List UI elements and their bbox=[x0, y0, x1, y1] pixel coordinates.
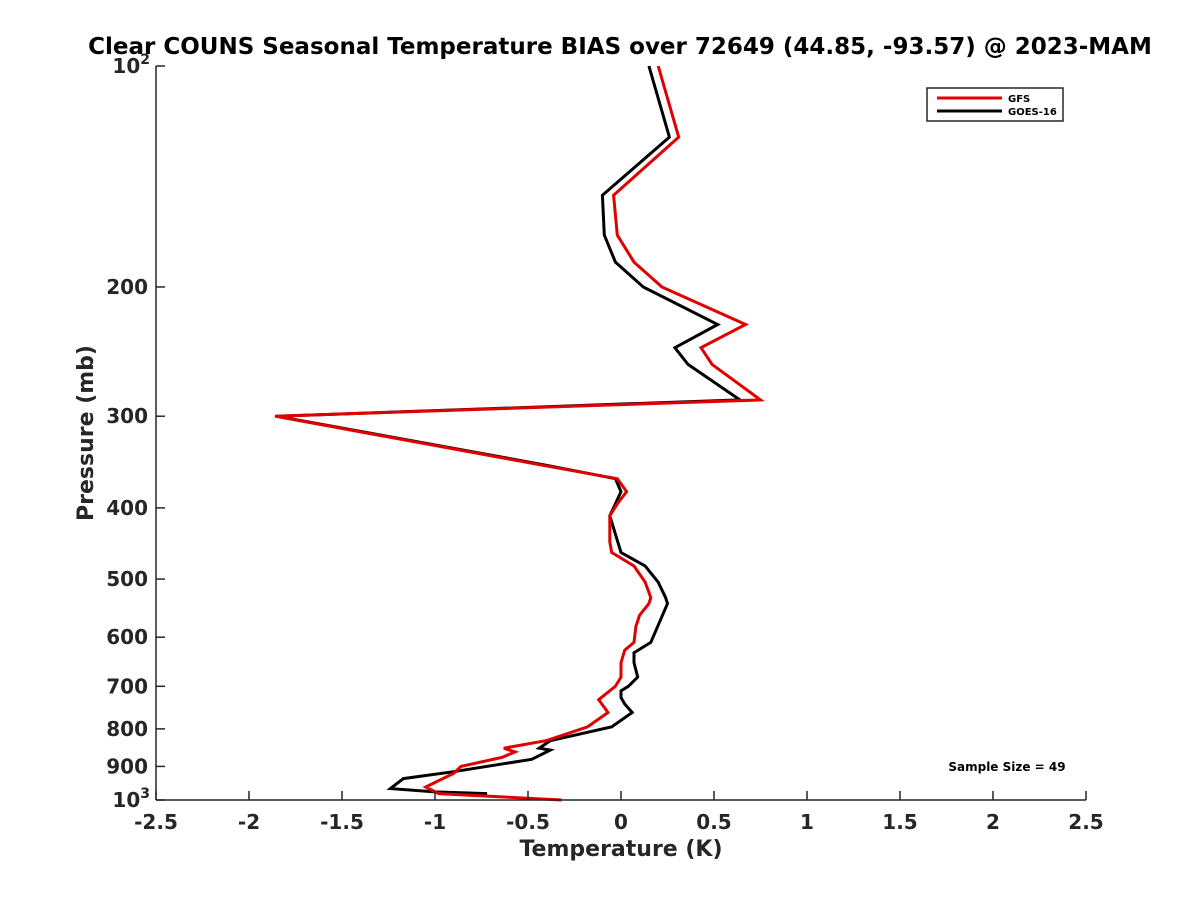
series-layer bbox=[274, 65, 765, 802]
legend: GFS GOES-16 bbox=[926, 87, 1064, 122]
legend-entry-label: GOES-16 bbox=[1008, 107, 1057, 118]
x-tick-label: 2 bbox=[986, 810, 1000, 834]
x-axis-label: Temperature (K) bbox=[519, 837, 722, 862]
x-tick-label: 2.5 bbox=[1068, 810, 1103, 834]
x-tick-label: 1.5 bbox=[882, 810, 917, 834]
y-tick-label: 800 bbox=[106, 717, 148, 741]
legend-box bbox=[926, 87, 1064, 122]
y-axis-label: Pressure (mb) bbox=[74, 345, 99, 521]
series-line-gfs bbox=[274, 65, 765, 802]
sample-size-annotation: Sample Size = 49 bbox=[948, 760, 1065, 774]
series-line-goes-16 bbox=[276, 65, 745, 796]
y-tick-label: 500 bbox=[106, 567, 148, 591]
x-tick-label: 1 bbox=[800, 810, 814, 834]
y-tick-label: 200 bbox=[106, 275, 148, 299]
y-tick-label: 400 bbox=[106, 496, 148, 520]
legend-entry-label: GFS bbox=[1008, 94, 1030, 105]
chart-title: Clear COUNS Seasonal Temperature BIAS ov… bbox=[88, 34, 1152, 60]
x-tick-label: 0 bbox=[614, 810, 628, 834]
y-tick-label: 900 bbox=[106, 754, 148, 778]
y-tick-label: 700 bbox=[106, 674, 148, 698]
x-tick-label: -1 bbox=[424, 810, 446, 834]
x-tick-label: 0.5 bbox=[696, 810, 731, 834]
x-tick-label: -1.5 bbox=[320, 810, 364, 834]
x-tick-label: -2.5 bbox=[134, 810, 178, 834]
y-tick-label: 103 bbox=[112, 786, 150, 812]
x-tick-label: -0.5 bbox=[506, 810, 550, 834]
y-tick-label: 600 bbox=[106, 625, 148, 649]
y-tick-label: 102 bbox=[112, 52, 150, 78]
y-tick-label: 300 bbox=[106, 404, 148, 428]
axes-layer: -2.5 -2 -1.5 -1 -0.5 0 0.5 1 1.5 2 2.5 102 200 300 400… bbox=[106, 52, 1103, 834]
x-tick-label: -2 bbox=[238, 810, 260, 834]
